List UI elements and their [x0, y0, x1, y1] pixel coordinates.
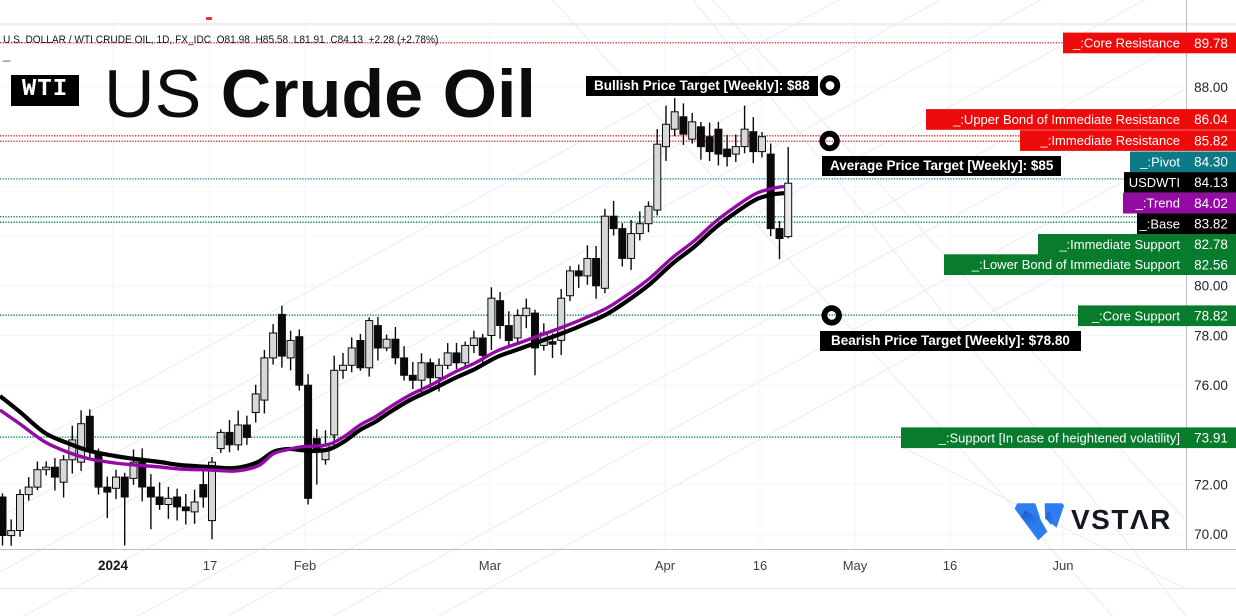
svg-text:_:Immediate Support: _:Immediate Support — [1058, 237, 1180, 252]
svg-text:_:Core Support: _:Core Support — [1091, 308, 1181, 323]
svg-text:70.00: 70.00 — [1194, 527, 1228, 542]
svg-text:May: May — [843, 558, 868, 573]
svg-text:_:Immediate Resistance: _:Immediate Resistance — [1040, 133, 1180, 148]
svg-text:17: 17 — [203, 558, 217, 573]
svg-text:85.82: 85.82 — [1194, 133, 1228, 148]
svg-text:Apr: Apr — [655, 558, 676, 573]
svg-text:_:Upper Bond of Immediate Resi: _:Upper Bond of Immediate Resistance — [952, 112, 1180, 127]
svg-text:76.00: 76.00 — [1194, 378, 1228, 393]
svg-text:89.78: 89.78 — [1194, 36, 1228, 51]
svg-text:2024: 2024 — [98, 558, 129, 573]
svg-text:84.13: 84.13 — [1194, 175, 1228, 190]
svg-text:72.00: 72.00 — [1194, 477, 1228, 492]
svg-text:_:Pivot: _:Pivot — [1139, 154, 1180, 169]
svg-text:Feb: Feb — [294, 558, 316, 573]
svg-text:82.78: 82.78 — [1194, 237, 1228, 252]
svg-text:_:Trend: _:Trend — [1135, 196, 1180, 211]
svg-text:Mar: Mar — [479, 558, 502, 573]
svg-text:USDWTI: USDWTI — [1129, 175, 1180, 190]
svg-text:_:Base: _:Base — [1139, 216, 1180, 231]
svg-text:86.04: 86.04 — [1194, 112, 1228, 127]
svg-text:_:Lower Bond of Immediate Supp: _:Lower Bond of Immediate Support — [971, 257, 1181, 272]
svg-text:82.56: 82.56 — [1194, 257, 1228, 272]
svg-text:16: 16 — [943, 558, 957, 573]
svg-text:84.02: 84.02 — [1194, 196, 1228, 211]
svg-text:_:Core Resistance: _:Core Resistance — [1072, 36, 1180, 51]
svg-text:16: 16 — [753, 558, 767, 573]
svg-text:88.00: 88.00 — [1194, 80, 1228, 95]
svg-text:78.00: 78.00 — [1194, 328, 1228, 343]
svg-text:83.82: 83.82 — [1194, 217, 1228, 232]
svg-text:84.30: 84.30 — [1194, 155, 1228, 170]
svg-text:_:Support [In case of heighten: _:Support [In case of heightened volatil… — [938, 430, 1180, 445]
svg-text:Jun: Jun — [1053, 558, 1074, 573]
svg-text:78.82: 78.82 — [1194, 309, 1228, 324]
svg-text:73.91: 73.91 — [1194, 431, 1228, 446]
svg-text:80.00: 80.00 — [1194, 279, 1228, 294]
